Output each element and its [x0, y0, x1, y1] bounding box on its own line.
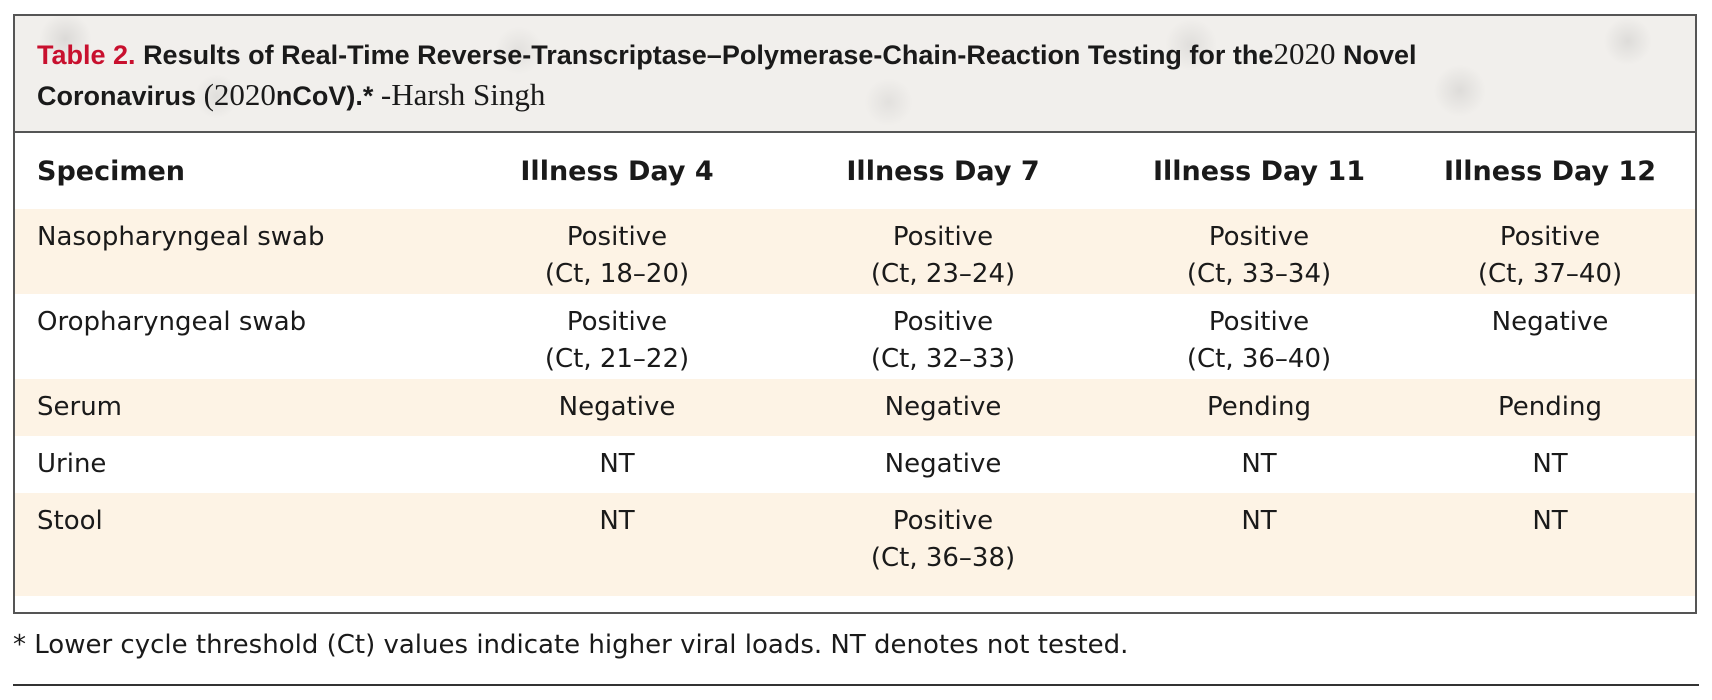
cell-result: Negative [773, 379, 1113, 436]
table-title: Table 2. Results of Real-Time Reverse-Tr… [37, 34, 1637, 116]
title-line2-end: nCoV).* [275, 81, 374, 111]
table-label: Table 2. [37, 40, 136, 70]
cell-specimen: Urine [37, 449, 107, 479]
column-header-specimen: Specimen [37, 155, 186, 187]
title-line1: Results of Real-Time Reverse-Transcripta… [143, 40, 1274, 70]
table-frame: Table 2. Results of Real-Time Reverse-Tr… [13, 14, 1697, 614]
cell-result: Positive (Ct, 23–24) [773, 209, 1113, 294]
column-header-day4: Illness Day 4 [520, 155, 714, 187]
cell-result: Pending [1113, 379, 1405, 436]
cell-result: NT [1113, 493, 1405, 596]
title-year1: 2020 [1273, 36, 1336, 71]
column-header-day7: Illness Day 7 [846, 155, 1040, 187]
cell-result: Positive (Ct, 18–20) [461, 209, 773, 294]
cell-result: Negative [1491, 307, 1609, 337]
cell-result: Positive (Ct, 33–34) [1113, 209, 1405, 294]
header-row: Specimen Illness Day 4 Illness Day 7 Ill… [15, 133, 1695, 209]
bottom-divider [13, 684, 1699, 686]
table-row: Oropharyngeal swab Positive (Ct, 21–22) … [15, 294, 1695, 379]
cell-result: Negative [884, 449, 1002, 479]
table-row: Serum Negative Negative Pending Pending [15, 379, 1695, 436]
cell-result: Negative [461, 379, 773, 436]
cell-result: Positive (Ct, 36–38) [773, 493, 1113, 596]
title-author: -Harsh Singh [380, 77, 546, 112]
cell-result: Pending [1405, 379, 1695, 436]
results-table: Specimen Illness Day 4 Illness Day 7 Ill… [15, 133, 1695, 596]
title-line1-end: Novel [1342, 40, 1417, 70]
cell-specimen: Stool [15, 493, 461, 596]
cell-specimen: Oropharyngeal swab [37, 307, 307, 337]
column-header-day12: Illness Day 12 [1443, 155, 1656, 187]
table-title-bar: Table 2. Results of Real-Time Reverse-Tr… [15, 16, 1695, 133]
column-header-day11: Illness Day 11 [1152, 155, 1365, 187]
title-line2-start: Coronavirus [37, 81, 197, 111]
cell-result: Positive (Ct, 37–40) [1405, 209, 1695, 294]
cell-specimen: Nasopharyngeal swab [15, 209, 461, 294]
cell-specimen: Serum [15, 379, 461, 436]
cell-result: NT [599, 449, 635, 479]
cell-result: NT [1405, 493, 1695, 596]
cell-result: NT [1241, 449, 1277, 479]
title-year2: (2020 [203, 77, 276, 112]
table-footnote: * Lower cycle threshold (Ct) values indi… [13, 630, 1129, 660]
table-row: Urine NT Negative NT NT [15, 436, 1695, 493]
cell-result: NT [1532, 449, 1568, 479]
cell-result: NT [461, 493, 773, 596]
cell-result: Positive (Ct, 36–40) [1186, 307, 1332, 374]
cell-result: Positive (Ct, 21–22) [544, 307, 690, 374]
table-row: Stool NT Positive (Ct, 36–38) NT NT [15, 493, 1695, 596]
cell-result: Positive (Ct, 32–33) [870, 307, 1016, 374]
table-row: Nasopharyngeal swab Positive (Ct, 18–20)… [15, 209, 1695, 294]
